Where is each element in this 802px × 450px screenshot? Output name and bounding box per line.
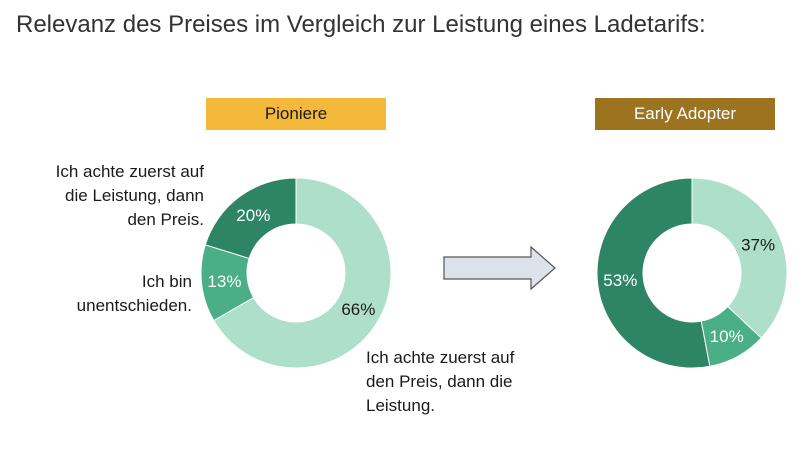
- pioneers-badge: Pioniere: [206, 98, 386, 130]
- label-price-first: Ich achte zuerst auf den Preis, dann die…: [366, 346, 536, 418]
- pioneers-slice-price-first: [213, 177, 392, 369]
- early-adopter-label-undecided: 10%: [710, 327, 744, 346]
- label-performance-first: Ich achte zuerst auf die Leistung, dann …: [40, 160, 204, 232]
- early-adopter-label-price-first: 37%: [741, 235, 775, 254]
- label-undecided-text: Ich bin unentschieden.: [76, 272, 192, 315]
- pioneers-slice-performance-first: [204, 177, 297, 260]
- early-adopter-slice-performance-first: [596, 177, 711, 369]
- early-adopter-slice-price-first: [691, 177, 788, 339]
- arrow-shape: [443, 245, 556, 291]
- early-adopter-label-performance-first: 53%: [603, 271, 637, 290]
- pioneers-label-performance-first: 20%: [236, 206, 270, 225]
- pioneers-label-undecided: 13%: [207, 272, 241, 291]
- label-performance-first-text: Ich achte zuerst auf die Leistung, dann …: [55, 162, 204, 229]
- label-undecided: Ich bin unentschieden.: [40, 270, 192, 318]
- chart-title: Relevanz des Preises im Vergleich zur Le…: [16, 11, 706, 38]
- early-adopter-badge: Early Adopter: [595, 98, 775, 130]
- pioneers-label-price-first: 66%: [341, 300, 375, 319]
- label-price-first-text: Ich achte zuerst auf den Preis, dann die…: [366, 348, 515, 415]
